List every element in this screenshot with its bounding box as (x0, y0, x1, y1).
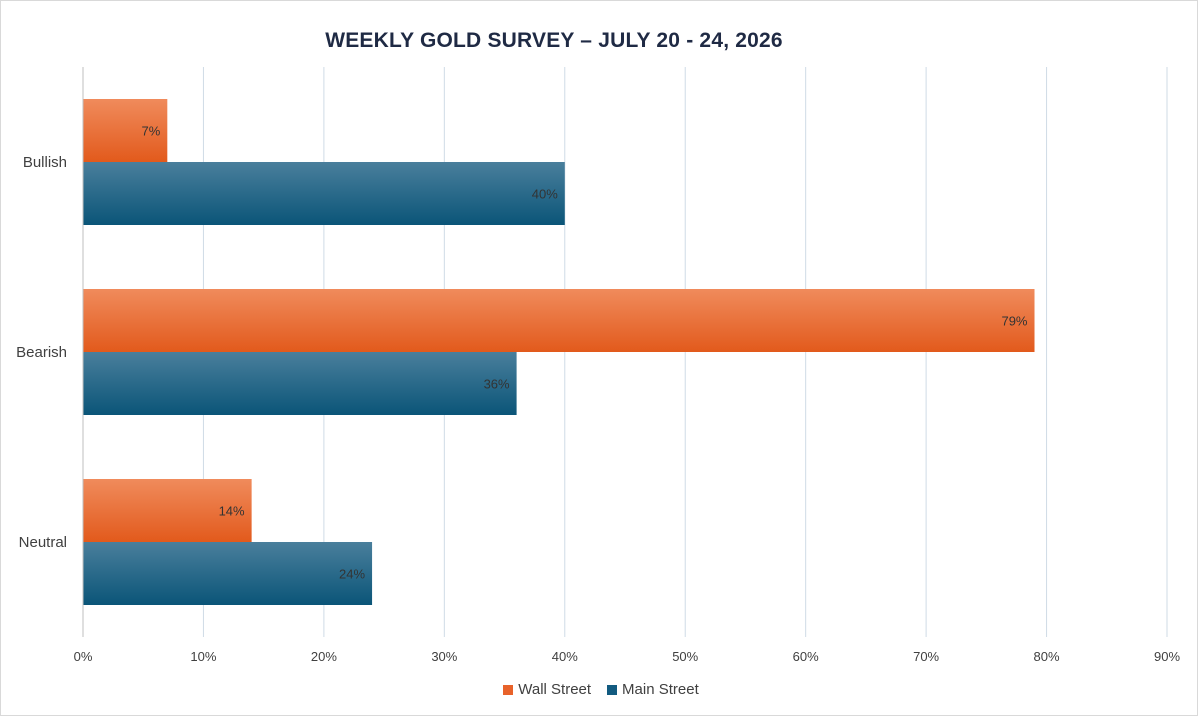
data-label: 24% (339, 567, 365, 582)
chart-title: WEEKLY GOLD SURVEY – JULY 20 - 24, 2026 (325, 29, 783, 52)
legend-label-wall-street: Wall Street (518, 681, 592, 698)
bar-wall-street-neutral (83, 479, 252, 542)
data-label: 14% (219, 504, 245, 519)
x-tick-label: 70% (913, 649, 939, 664)
legend-item-wall-street: Wall Street (503, 681, 591, 698)
x-tick-label: 40% (552, 649, 578, 664)
x-tick-label: 0% (74, 649, 93, 664)
x-tick-label: 30% (431, 649, 457, 664)
bar-wall-street-bearish (83, 289, 1035, 352)
bar-main-street-bullish (83, 162, 565, 225)
data-label: 40% (532, 187, 558, 202)
legend-swatch-main-street (607, 684, 618, 695)
legend-label-main-street: Main Street (622, 681, 699, 698)
data-label: 7% (142, 124, 161, 139)
bars (83, 99, 1035, 605)
data-label: 79% (1001, 314, 1027, 329)
data-labels: 7% 40% 79% 36% 14% 24% (142, 124, 1028, 582)
legend-swatch-wall-street (503, 684, 514, 695)
x-tick-label: 50% (672, 649, 698, 664)
axes: 0% 10% 20% 30% 40% 50% 60% 70% 80% 90% Bullish Bear… (16, 67, 1180, 664)
x-tick-label: 20% (311, 649, 337, 664)
legend-item-main-street: Main Street (607, 681, 699, 698)
x-tick-label: 90% (1154, 649, 1180, 664)
bar-main-street-neutral (83, 542, 373, 605)
legend: Wall Street Main Street (1, 681, 1200, 698)
x-tick-label: 60% (793, 649, 819, 664)
category-label-neutral: Neutral (19, 534, 67, 551)
bar-wall-street-bullish (83, 99, 168, 162)
category-label-bearish: Bearish (16, 344, 67, 361)
x-tick-label: 10% (190, 649, 216, 664)
category-label-bullish: Bullish (23, 154, 67, 171)
data-label: 36% (484, 377, 510, 392)
x-tick-label: 80% (1034, 649, 1060, 664)
bar-main-street-bearish (83, 352, 517, 415)
